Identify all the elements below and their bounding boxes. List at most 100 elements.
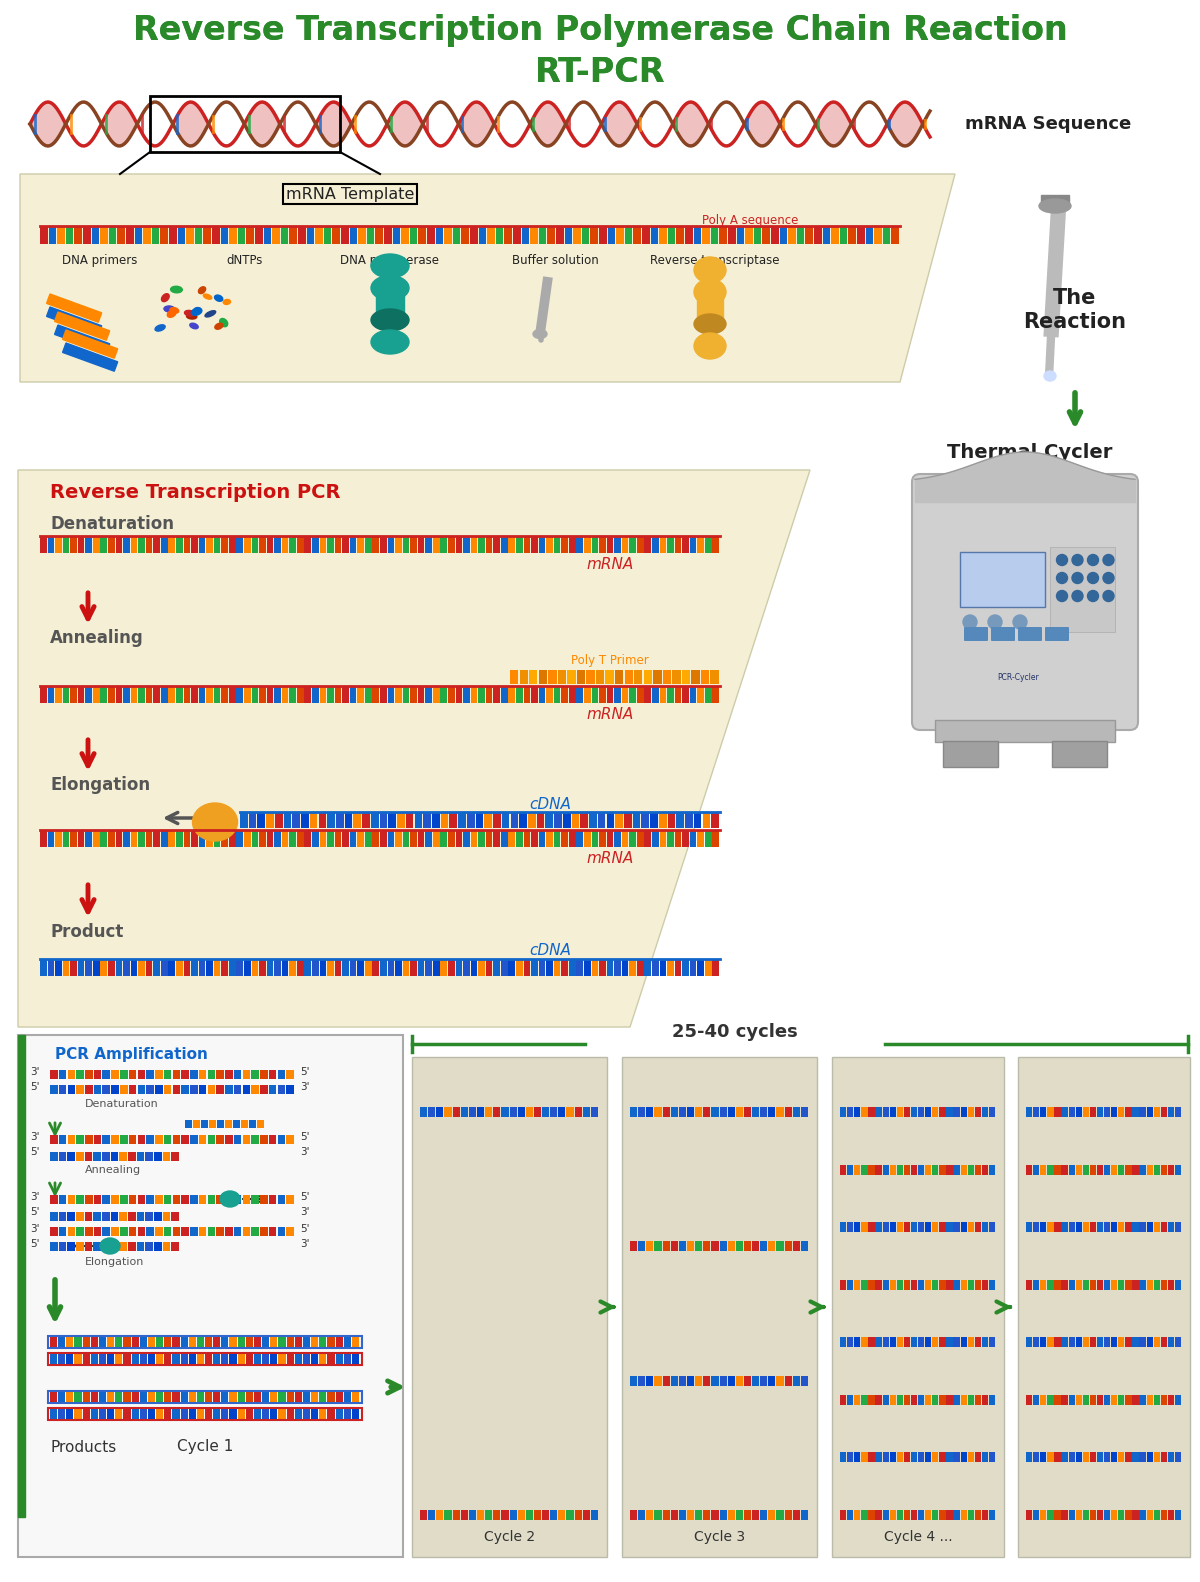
- Bar: [974, 1395, 980, 1405]
- Bar: [269, 1226, 276, 1236]
- Bar: [854, 1164, 860, 1174]
- Bar: [869, 1280, 875, 1289]
- Bar: [1168, 1509, 1174, 1520]
- Bar: [989, 1509, 995, 1520]
- Bar: [221, 1354, 228, 1364]
- Bar: [911, 1337, 917, 1348]
- Bar: [1104, 1164, 1110, 1174]
- Bar: [287, 1337, 294, 1346]
- Bar: [101, 226, 108, 244]
- Bar: [456, 535, 462, 552]
- Bar: [1133, 1223, 1139, 1232]
- Bar: [74, 1392, 82, 1402]
- Bar: [768, 1376, 775, 1386]
- Bar: [226, 1226, 233, 1236]
- Bar: [1040, 1164, 1046, 1174]
- Bar: [889, 1223, 896, 1232]
- Bar: [145, 685, 152, 702]
- Bar: [624, 813, 631, 827]
- Bar: [146, 1085, 154, 1093]
- Bar: [911, 1452, 917, 1462]
- Bar: [59, 1226, 66, 1236]
- Bar: [246, 1410, 253, 1419]
- Bar: [209, 1120, 216, 1128]
- Bar: [1055, 1452, 1061, 1462]
- Bar: [352, 1337, 359, 1346]
- Bar: [562, 685, 568, 702]
- Bar: [310, 813, 318, 827]
- Bar: [287, 1085, 294, 1093]
- Ellipse shape: [694, 278, 726, 305]
- Bar: [652, 829, 659, 846]
- Bar: [502, 813, 510, 827]
- Bar: [145, 829, 152, 846]
- Bar: [982, 1107, 988, 1117]
- Bar: [282, 535, 288, 552]
- Bar: [584, 959, 590, 976]
- Bar: [720, 226, 727, 244]
- Bar: [124, 1354, 131, 1364]
- Bar: [295, 1410, 302, 1419]
- Bar: [138, 959, 145, 976]
- Bar: [989, 1337, 995, 1348]
- Bar: [76, 1212, 84, 1220]
- Bar: [155, 1085, 163, 1093]
- Bar: [74, 1337, 82, 1346]
- Bar: [260, 1085, 268, 1093]
- Bar: [190, 1226, 198, 1236]
- Bar: [1040, 1452, 1046, 1462]
- Bar: [960, 1280, 967, 1289]
- Bar: [66, 226, 73, 244]
- Bar: [539, 671, 547, 683]
- Bar: [1146, 1395, 1153, 1405]
- Bar: [216, 1226, 224, 1236]
- Bar: [138, 829, 145, 846]
- Bar: [918, 1337, 924, 1348]
- Bar: [1140, 1280, 1146, 1289]
- Bar: [674, 959, 682, 976]
- FancyBboxPatch shape: [991, 626, 1015, 641]
- Bar: [380, 959, 386, 976]
- Bar: [932, 1164, 938, 1174]
- Bar: [475, 813, 484, 827]
- Text: Cycle 2: Cycle 2: [484, 1530, 535, 1544]
- Bar: [282, 829, 288, 846]
- Bar: [205, 1392, 212, 1402]
- Bar: [697, 829, 704, 846]
- Bar: [115, 829, 122, 846]
- Bar: [208, 1085, 215, 1093]
- Bar: [380, 685, 386, 702]
- Bar: [644, 685, 652, 702]
- Bar: [617, 226, 624, 244]
- Polygon shape: [47, 294, 102, 323]
- Bar: [190, 1085, 198, 1093]
- Bar: [1126, 1337, 1132, 1348]
- Bar: [395, 535, 402, 552]
- Bar: [854, 1223, 860, 1232]
- Bar: [960, 1107, 967, 1117]
- Bar: [1082, 1395, 1088, 1405]
- Bar: [154, 685, 160, 702]
- Bar: [410, 226, 418, 244]
- Bar: [550, 1107, 557, 1117]
- Bar: [59, 1152, 66, 1161]
- Bar: [1097, 1452, 1103, 1462]
- Bar: [967, 1337, 974, 1348]
- Bar: [275, 959, 281, 976]
- Bar: [126, 226, 133, 244]
- Circle shape: [1087, 590, 1098, 601]
- Bar: [282, 959, 288, 976]
- Bar: [800, 1509, 808, 1520]
- Bar: [270, 1410, 277, 1419]
- Bar: [599, 535, 606, 552]
- Bar: [974, 1280, 980, 1289]
- Bar: [679, 1107, 686, 1117]
- Bar: [425, 829, 432, 846]
- Bar: [1146, 1107, 1153, 1117]
- Bar: [257, 1120, 264, 1128]
- Bar: [319, 685, 326, 702]
- Bar: [137, 1152, 144, 1161]
- Bar: [1168, 1395, 1174, 1405]
- Bar: [889, 1452, 896, 1462]
- Bar: [40, 959, 47, 976]
